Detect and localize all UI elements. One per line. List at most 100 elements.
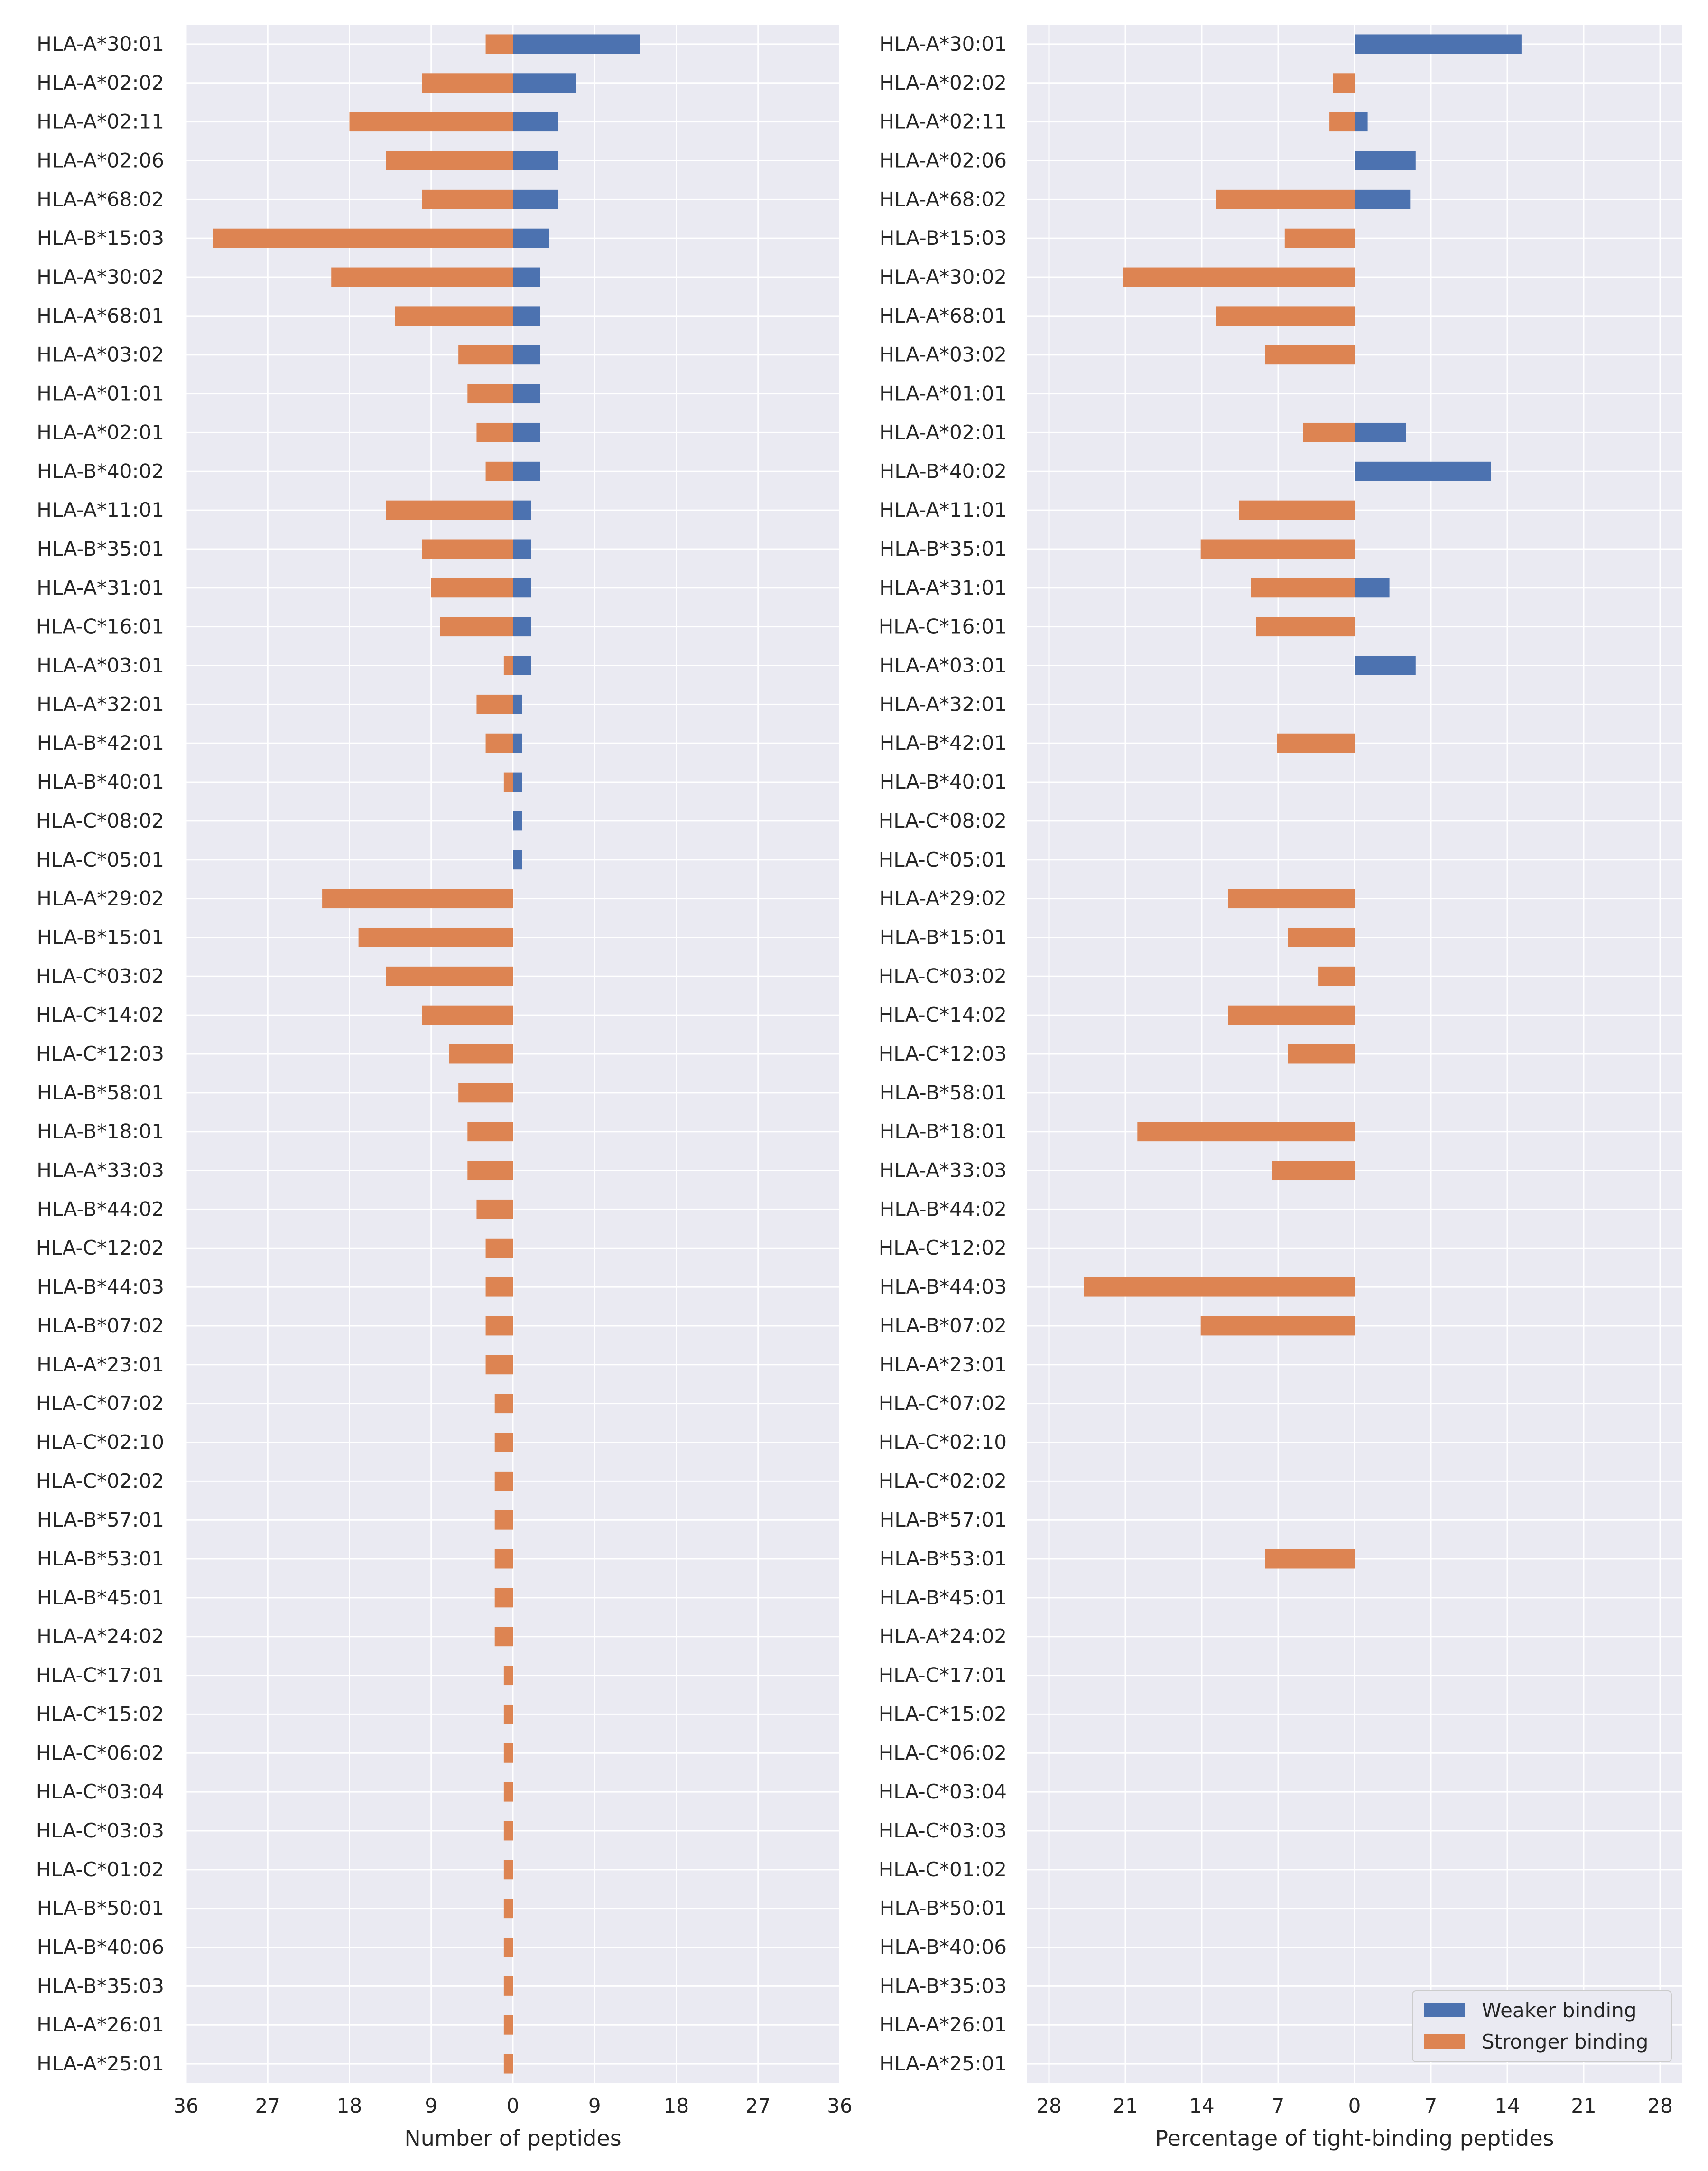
y-tick-label: HLA-C*12:03 — [879, 1042, 1007, 1065]
bar-weaker-binding — [1355, 189, 1411, 209]
y-tick-label: HLA-A*23:01 — [37, 1353, 164, 1376]
bar-stronger-binding — [1216, 306, 1355, 326]
left-chart-panel: 36 27 18 9 0 9 18 27 36 HLA-A*30:01 HLA-A*02:02 HLA… — [36, 25, 853, 2151]
y-tick-label: HLA-B*35:03 — [880, 1974, 1007, 1997]
bar-stronger-binding — [1333, 73, 1355, 93]
y-tick-label: HLA-C*03:04 — [879, 1780, 1007, 1803]
x-tick-label: 7 — [1425, 2094, 1438, 2117]
x-tick-label: 14 — [1494, 2094, 1520, 2117]
y-tick-label: HLA-A*26:01 — [37, 2013, 164, 2036]
x-tick-label: 28 — [1647, 2094, 1672, 2117]
bar-stronger-binding — [358, 927, 513, 947]
bar-stronger-binding — [485, 461, 513, 481]
y-tick-label: HLA-A*03:02 — [37, 343, 164, 366]
bar-stronger-binding — [503, 656, 513, 675]
bar-stronger-binding — [494, 1588, 513, 1608]
bar-stronger-binding — [503, 1860, 513, 1880]
bar-stronger-binding — [494, 1433, 513, 1452]
bar-weaker-binding — [513, 694, 522, 714]
bar-weaker-binding — [513, 112, 558, 132]
x-tick-label: 27 — [745, 2094, 770, 2117]
y-tick-label: HLA-B*40:06 — [37, 1936, 164, 1959]
y-tick-label: HLA-C*03:02 — [36, 964, 164, 988]
x-tick-label: 36 — [173, 2094, 198, 2117]
y-tick-label: HLA-A*23:01 — [879, 1353, 1007, 1376]
bar-weaker-binding — [1355, 656, 1416, 675]
bar-stronger-binding — [422, 189, 513, 209]
y-tick-label: HLA-B*42:01 — [880, 731, 1007, 755]
y-tick-label: HLA-B*57:01 — [880, 1508, 1007, 1531]
bar-stronger-binding — [503, 1782, 513, 1802]
bar-weaker-binding — [513, 539, 531, 559]
bar-weaker-binding — [513, 345, 540, 365]
y-tick-label: HLA-C*12:03 — [36, 1042, 164, 1065]
bar-weaker-binding — [513, 228, 549, 248]
y-tick-label: HLA-A*30:01 — [879, 32, 1007, 56]
x-tick-label: 18 — [664, 2094, 689, 2117]
bar-stronger-binding — [485, 1316, 513, 1336]
bar-stronger-binding — [386, 151, 513, 170]
bar-stronger-binding — [494, 1510, 513, 1530]
y-tick-label: HLA-B*40:06 — [880, 1936, 1007, 1959]
x-tick-label: 36 — [827, 2094, 852, 2117]
bar-stronger-binding — [503, 1938, 513, 1957]
bar-weaker-binding — [513, 267, 540, 287]
bar-weaker-binding — [1355, 151, 1416, 170]
x-tick-label: 14 — [1189, 2094, 1214, 2117]
y-tick-label: HLA-C*03:03 — [36, 1819, 164, 1842]
y-tick-label: HLA-C*05:01 — [36, 848, 164, 871]
y-tick-label: HLA-A*68:02 — [879, 187, 1007, 211]
bar-weaker-binding — [513, 500, 531, 520]
y-tick-label: HLA-B*35:01 — [880, 537, 1007, 560]
y-tick-label: HLA-B*57:01 — [37, 1508, 164, 1531]
y-tick-label: HLA-B*15:03 — [880, 226, 1007, 250]
y-tick-label: HLA-A*68:02 — [37, 187, 164, 211]
y-tick-label: HLA-C*01:02 — [879, 1858, 1007, 1881]
bar-stronger-binding — [503, 2015, 513, 2035]
y-tick-label: HLA-A*11:01 — [37, 498, 164, 522]
y-tick-label: HLA-C*16:01 — [879, 615, 1007, 638]
x-axis-title: Number of peptides — [404, 2125, 621, 2151]
bar-weaker-binding — [513, 578, 531, 598]
bar-weaker-binding — [1355, 112, 1368, 132]
bar-stronger-binding — [1123, 267, 1355, 287]
y-tick-label: HLA-C*05:01 — [879, 848, 1007, 871]
bar-stronger-binding — [422, 1005, 513, 1025]
y-tick-label: HLA-C*08:02 — [36, 809, 164, 832]
y-tick-label: HLA-A*02:02 — [37, 71, 164, 94]
bar-stronger-binding — [458, 345, 513, 365]
bar-stronger-binding — [467, 1161, 513, 1181]
bar-stronger-binding — [494, 1471, 513, 1491]
y-tick-label: HLA-B*58:01 — [37, 1081, 164, 1104]
legend: Weaker binding Stronger binding — [1412, 1990, 1672, 2062]
bar-stronger-binding — [467, 384, 513, 404]
y-tick-label: HLA-B*15:01 — [37, 925, 164, 949]
bar-stronger-binding — [467, 1122, 513, 1142]
y-tick-label: HLA-C*06:02 — [879, 1741, 1007, 1764]
legend-label-weaker: Weaker binding — [1482, 1999, 1636, 2022]
y-tick-label: HLA-C*14:02 — [879, 1003, 1007, 1026]
y-tick-label: HLA-A*02:02 — [879, 71, 1007, 94]
y-tick-label: HLA-B*53:01 — [37, 1547, 164, 1570]
bar-stronger-binding — [503, 772, 513, 792]
bar-stronger-binding — [213, 228, 513, 248]
y-tick-label: HLA-B*42:01 — [37, 731, 164, 755]
y-tick-label: HLA-B*44:03 — [880, 1275, 1007, 1298]
y-tick-label: HLA-C*12:02 — [36, 1236, 164, 1259]
y-tick-label: HLA-A*30:02 — [879, 265, 1007, 289]
y-tick-label: HLA-B*44:02 — [37, 1197, 164, 1221]
y-tick-label: HLA-B*07:02 — [880, 1314, 1007, 1337]
bar-stronger-binding — [1137, 1122, 1355, 1142]
bar-stronger-binding — [1084, 1277, 1355, 1297]
y-tick-label: HLA-A*02:11 — [37, 110, 164, 133]
y-tick-label: HLA-C*06:02 — [36, 1741, 164, 1764]
y-tick-label: HLA-A*25:01 — [37, 2052, 164, 2075]
y-tick-label: HLA-A*02:01 — [37, 420, 164, 444]
bar-stronger-binding — [494, 1627, 513, 1647]
y-tick-label: HLA-C*12:02 — [879, 1236, 1007, 1259]
bar-weaker-binding — [1355, 461, 1491, 481]
y-tick-label: HLA-A*31:01 — [37, 576, 164, 599]
bar-stronger-binding — [349, 112, 513, 132]
x-tick-label: 28 — [1036, 2094, 1061, 2117]
